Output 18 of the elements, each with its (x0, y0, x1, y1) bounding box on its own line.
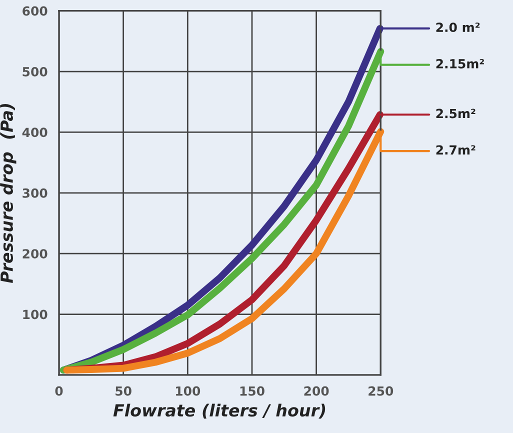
x-tick-label: 200 (304, 386, 329, 396)
legend-label: 2.15m² (436, 59, 484, 68)
y-tick-label: 500 (22, 66, 48, 76)
x-tick-label: 100 (176, 386, 200, 396)
y-tick-label: 200 (22, 249, 48, 259)
x-tick-label: 150 (240, 386, 264, 396)
y-tick-label: 300 (22, 188, 48, 198)
legend-label: 2.0 m² (436, 22, 480, 32)
x-tick-label: 250 (368, 386, 394, 396)
legend-label: 2.7m² (436, 145, 476, 154)
legend-label: 2.5m² (436, 108, 476, 118)
y-tick-label: 600 (22, 6, 48, 16)
y-tick-label: 400 (22, 128, 48, 138)
x-tick-label: 50 (116, 386, 132, 396)
y-axis-title: Pressure drop (Pa) (0, 104, 16, 284)
y-tick-label: 100 (23, 310, 48, 320)
x-tick-label: 0 (55, 386, 63, 396)
x-axis-title: Flowrate (liters / hour) (113, 404, 326, 419)
